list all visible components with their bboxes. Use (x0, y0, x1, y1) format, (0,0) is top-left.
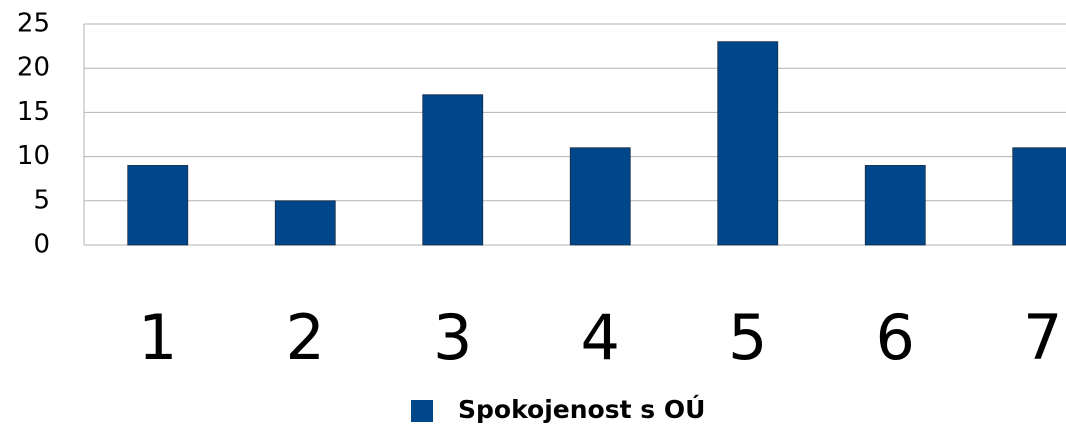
x-tick-label: 1 (138, 301, 177, 374)
legend-label: Spokojenost s OÚ (458, 394, 705, 424)
y-tick-label: 0 (33, 230, 50, 260)
bar (1012, 147, 1066, 246)
legend-swatch (411, 400, 433, 422)
x-tick-label: 5 (728, 301, 767, 374)
y-tick-label: 15 (17, 97, 50, 127)
y-tick-label: 5 (33, 185, 50, 215)
bar (422, 94, 484, 246)
bar (127, 165, 189, 246)
bar (717, 41, 779, 246)
y-tick-label: 20 (17, 53, 50, 83)
x-tick-label: 2 (286, 301, 325, 374)
y-tick-label: 10 (17, 141, 50, 171)
y-tick-label: 25 (17, 9, 50, 39)
x-tick-label: 3 (433, 301, 472, 374)
x-tick-label: 4 (581, 301, 620, 374)
x-tick-label: 7 (1023, 301, 1062, 374)
bar (569, 147, 631, 246)
x-tick-label: 6 (876, 301, 915, 374)
bar (274, 200, 336, 246)
bar (864, 165, 926, 246)
